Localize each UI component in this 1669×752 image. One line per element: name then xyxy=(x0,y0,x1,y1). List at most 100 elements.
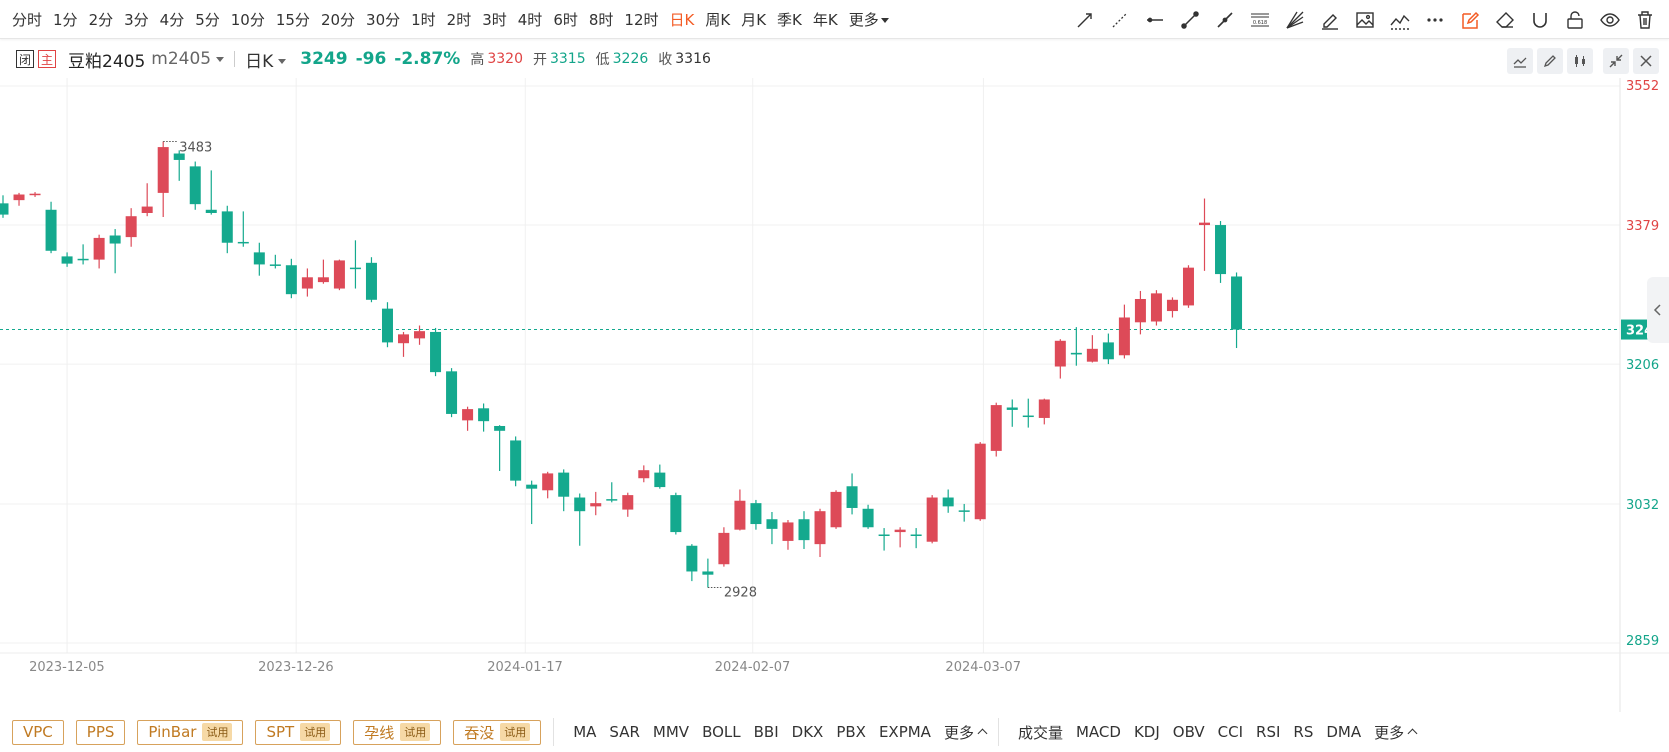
period-21[interactable]: 年K xyxy=(812,11,838,29)
eye-icon[interactable] xyxy=(1596,6,1624,34)
sub-indicator-cci[interactable]: CCI xyxy=(1217,723,1244,741)
horizontal-line-icon[interactable] xyxy=(1141,6,1169,34)
indicator-special-1[interactable]: PPS xyxy=(75,719,126,745)
edit-icon[interactable] xyxy=(1456,6,1484,34)
trial-badge: 试用 xyxy=(400,723,431,741)
period-1[interactable]: 1分 xyxy=(53,11,78,29)
period-18[interactable]: 周K xyxy=(705,11,731,29)
candle-body xyxy=(13,194,25,201)
x-axis-label: 2023-12-26 xyxy=(258,660,334,675)
contract-code-selector[interactable]: m2405 xyxy=(151,49,225,69)
sub-indicator-macd[interactable]: MACD xyxy=(1075,723,1121,741)
indicator-label: PinBar xyxy=(148,723,197,741)
period-19[interactable]: 月K xyxy=(741,11,767,29)
main-indicator-expma[interactable]: EXPMA xyxy=(878,723,931,741)
x-axis-label: 2024-01-17 xyxy=(487,660,563,675)
period-more-button[interactable]: 更多 xyxy=(849,9,889,30)
open-label: 开 xyxy=(532,52,547,68)
period-4[interactable]: 4分 xyxy=(159,11,185,29)
pattern-icon[interactable] xyxy=(1386,6,1414,34)
period-8[interactable]: 20分 xyxy=(320,11,356,29)
candle-body xyxy=(333,260,345,289)
period-13[interactable]: 4时 xyxy=(517,11,543,29)
indicator-special-0[interactable]: VPC xyxy=(12,719,64,745)
brush-icon[interactable] xyxy=(1316,6,1344,34)
candlestick-chart[interactable]: 348329283552337932063032285932492023-12-… xyxy=(0,78,1669,712)
main-indicator-sar[interactable]: SAR xyxy=(609,723,640,741)
period-2[interactable]: 2分 xyxy=(88,11,114,29)
candle-body xyxy=(718,532,730,565)
candle-body xyxy=(654,472,666,488)
sub-indicator-obv[interactable]: OBV xyxy=(1172,723,1205,741)
main-indicator-ma[interactable]: MA xyxy=(573,723,597,741)
candle-body xyxy=(109,235,121,244)
period-20[interactable]: 季K xyxy=(777,11,802,29)
sub-indicator-dma[interactable]: DMA xyxy=(1326,723,1362,741)
period-12[interactable]: 3时 xyxy=(482,11,507,29)
arrow-line-icon[interactable] xyxy=(1211,6,1239,34)
period-3[interactable]: 3分 xyxy=(124,11,149,29)
y-axis-label: 3032 xyxy=(1626,498,1659,513)
sub-indicator-成交量[interactable]: 成交量 xyxy=(1017,723,1063,742)
fan-icon[interactable] xyxy=(1281,6,1309,34)
indicator-special-4[interactable]: 孕线 试用 xyxy=(353,719,442,745)
period-14[interactable]: 6时 xyxy=(553,11,578,29)
main-indicator-dkx[interactable]: DKX xyxy=(791,723,824,741)
min-price-marker: 2928 xyxy=(724,586,757,601)
eraser-icon[interactable] xyxy=(1491,6,1519,34)
candle-body xyxy=(622,495,634,510)
period-7[interactable]: 15分 xyxy=(275,11,310,29)
candle-body xyxy=(61,256,73,264)
candle-body xyxy=(317,277,329,283)
drawing-tools: 0.618 xyxy=(1064,0,1659,39)
period-5[interactable]: 5分 xyxy=(195,11,220,29)
period-11[interactable]: 2时 xyxy=(446,11,472,29)
ray-line-icon[interactable] xyxy=(1106,6,1134,34)
fibonacci-icon[interactable]: 0.618 xyxy=(1246,6,1274,34)
period-6[interactable]: 10分 xyxy=(230,11,265,29)
magnet-icon[interactable] xyxy=(1526,6,1554,34)
main-indicator-mmv[interactable]: MMV xyxy=(652,723,690,741)
close-icon[interactable] xyxy=(1633,48,1659,74)
candle-body xyxy=(398,334,409,344)
trend-line-icon[interactable] xyxy=(1071,6,1099,34)
candle-body xyxy=(1022,415,1034,418)
main-indicator-boll[interactable]: BOLL xyxy=(702,723,741,741)
segment-icon[interactable] xyxy=(1176,6,1204,34)
candle-body xyxy=(93,237,105,260)
trash-icon[interactable] xyxy=(1631,6,1659,34)
main-indicator-pbx[interactable]: PBX xyxy=(836,723,866,741)
candle-body xyxy=(1166,299,1178,312)
main-indicator-bbi[interactable]: BBI xyxy=(753,723,779,741)
image-icon[interactable] xyxy=(1351,6,1379,34)
candle-body xyxy=(1086,348,1098,362)
sub-indicator-rs[interactable]: RS xyxy=(1293,723,1314,741)
chevron-down-icon xyxy=(278,59,287,64)
period-selector[interactable]: 日K xyxy=(245,47,287,72)
period-17[interactable]: 日K xyxy=(669,11,695,29)
side-panel-toggle[interactable] xyxy=(1647,277,1669,343)
period-9[interactable]: 30分 xyxy=(366,11,401,29)
collapse-icon[interactable] xyxy=(1603,48,1629,74)
period-0[interactable]: 分时 xyxy=(12,11,43,29)
main-indicator-more-button[interactable]: 更多 xyxy=(944,722,988,743)
sub-indicator-rsi[interactable]: RSI xyxy=(1256,723,1281,741)
more-dots-icon[interactable] xyxy=(1421,6,1449,34)
line-style-button[interactable] xyxy=(1507,48,1533,74)
candle-body xyxy=(574,497,586,512)
period-10[interactable]: 1时 xyxy=(411,11,436,29)
period-16[interactable]: 12时 xyxy=(624,11,659,29)
candle-body xyxy=(1182,267,1194,306)
indicator-special-3[interactable]: SPT 试用 xyxy=(255,719,342,745)
sub-indicator-kdj[interactable]: KDJ xyxy=(1133,723,1160,741)
indicator-special-2[interactable]: PinBar 试用 xyxy=(137,719,244,745)
x-axis-label: 2023-12-05 xyxy=(29,660,105,675)
draw-pen-button[interactable] xyxy=(1537,48,1563,74)
sub-indicator-more-button[interactable]: 更多 xyxy=(1374,722,1418,743)
period-15[interactable]: 8时 xyxy=(588,11,614,29)
candle-style-button[interactable] xyxy=(1567,48,1593,74)
indicator-special-5[interactable]: 吞没 试用 xyxy=(453,719,542,745)
low-label: 低 xyxy=(595,52,610,68)
unlock-icon[interactable] xyxy=(1561,6,1589,34)
